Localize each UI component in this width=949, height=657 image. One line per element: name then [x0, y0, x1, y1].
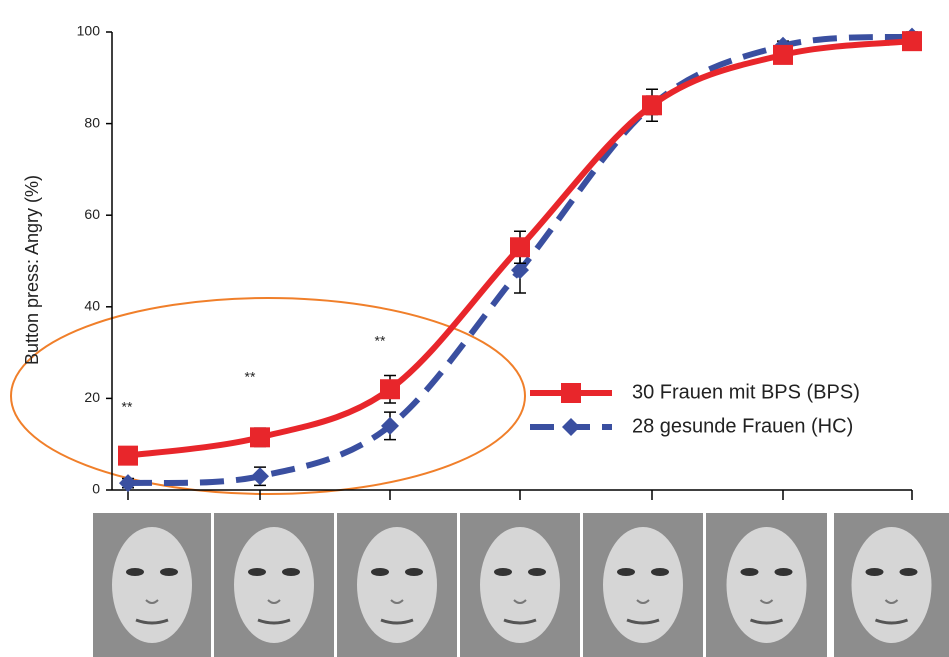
- eye: [866, 568, 884, 576]
- eye: [651, 568, 669, 576]
- significance-label: **: [375, 333, 386, 349]
- eye: [248, 568, 266, 576]
- eye: [405, 568, 423, 576]
- legend-marker: [561, 383, 581, 403]
- y-tick-label: 60: [84, 206, 100, 222]
- eye: [160, 568, 178, 576]
- face-strip: [93, 513, 949, 657]
- marker: [902, 31, 922, 51]
- marker: [251, 467, 269, 485]
- marker: [380, 379, 400, 399]
- face: [727, 527, 807, 643]
- y-tick-label: 0: [92, 481, 100, 497]
- eye: [775, 568, 793, 576]
- marker: [642, 95, 662, 115]
- significance-label: **: [122, 399, 133, 415]
- marker: [510, 237, 530, 257]
- eye: [900, 568, 918, 576]
- eye: [126, 568, 144, 576]
- face: [603, 527, 683, 643]
- face: [112, 527, 192, 643]
- eye: [741, 568, 759, 576]
- eye: [371, 568, 389, 576]
- face: [480, 527, 560, 643]
- legend-label: 28 gesunde Frauen (HC): [632, 415, 853, 437]
- legend-marker: [562, 418, 580, 436]
- chart: Button press: Angry (%) 0 20 40 60 80 100 ** **…: [0, 0, 949, 657]
- y-axis-label: Button press: Angry (%): [22, 175, 42, 365]
- marker: [118, 446, 138, 466]
- marker: [250, 427, 270, 447]
- significance-label: **: [245, 369, 256, 385]
- y-tick-label: 40: [84, 298, 100, 314]
- face: [234, 527, 314, 643]
- eye: [282, 568, 300, 576]
- legend-label: 30 Frauen mit BPS (BPS): [632, 381, 860, 403]
- eye: [528, 568, 546, 576]
- face: [357, 527, 437, 643]
- face: [852, 527, 932, 643]
- eye: [617, 568, 635, 576]
- eye: [494, 568, 512, 576]
- y-tick-label: 100: [77, 23, 101, 39]
- y-tick-label: 20: [84, 389, 100, 405]
- marker: [773, 45, 793, 65]
- y-tick-label: 80: [84, 114, 100, 130]
